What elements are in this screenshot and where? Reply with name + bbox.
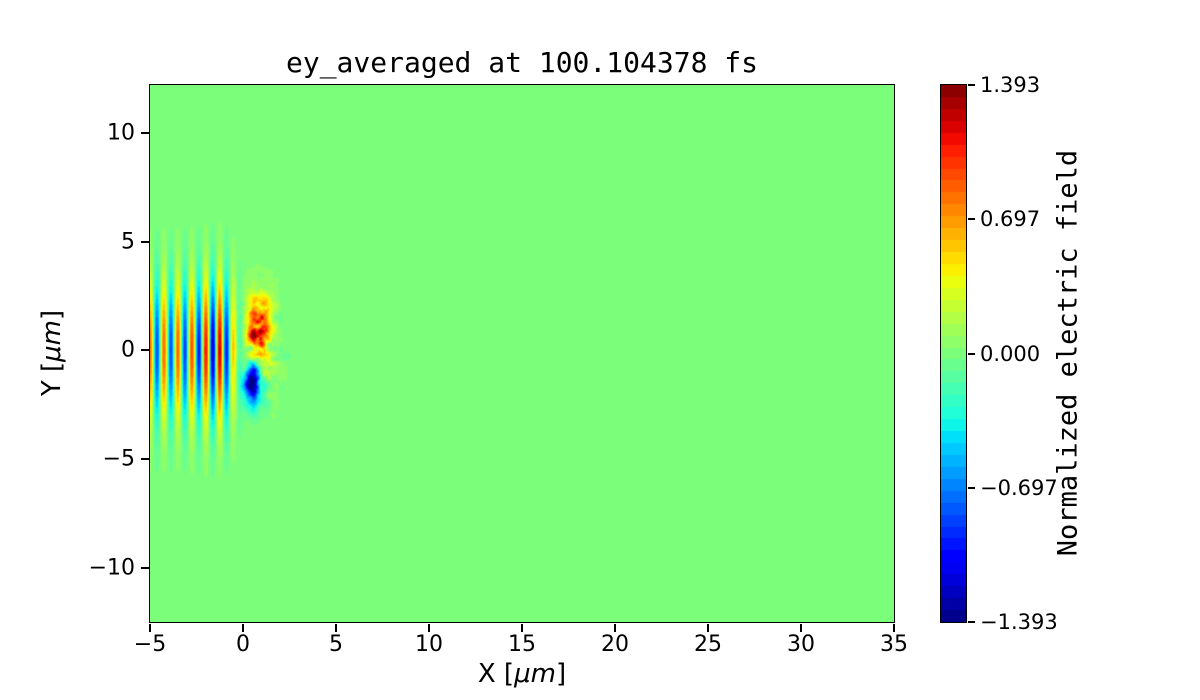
heatmap-canvas: [150, 85, 894, 622]
colorbar-tick-label: −0.697: [980, 475, 1058, 500]
x-tick-label: 25: [694, 632, 722, 657]
x-tick-label: 5: [329, 632, 343, 657]
x-axis-label: X [μm]: [150, 659, 894, 689]
x-tick-label: −5: [133, 632, 167, 657]
x-tick-label: 30: [787, 632, 815, 657]
colorbar: [940, 84, 967, 623]
mu-symbol: μm: [514, 659, 556, 689]
colorbar-canvas: [941, 85, 966, 622]
x-tick-label: 35: [880, 632, 908, 657]
colorbar-tick-label: 0.697: [980, 207, 1041, 232]
colorbar-tick-label: 0.000: [980, 341, 1041, 366]
colorbar-tick: [967, 352, 975, 355]
x-axis-label-text: X [: [477, 659, 515, 689]
x-tick: [521, 623, 523, 632]
y-axis-label-text: Y [: [37, 361, 67, 397]
colorbar-tick-label: −1.393: [980, 610, 1058, 634]
x-tick: [242, 623, 244, 632]
x-tick: [149, 623, 151, 632]
colorbar-tick-label: 1.393: [980, 73, 1041, 97]
x-tick: [893, 623, 895, 632]
y-tick-label: 0: [121, 337, 135, 363]
y-tick: [140, 457, 149, 460]
y-axis-label: Y [μm]: [37, 310, 67, 396]
x-axis-label-close: ]: [555, 659, 567, 689]
y-tick-label: −5: [102, 446, 135, 472]
colorbar-tick: [967, 84, 975, 86]
chart-title: ey_averaged at 100.104378 fs: [285, 46, 758, 79]
x-tick-label: 0: [236, 632, 250, 657]
y-tick: [140, 566, 149, 569]
x-tick: [428, 623, 430, 632]
y-tick: [140, 349, 149, 352]
x-tick-label: 10: [415, 632, 443, 657]
x-tick: [614, 623, 616, 632]
colorbar-tick: [967, 218, 975, 221]
colorbar-tick: [967, 486, 975, 489]
plot-area: [149, 84, 895, 623]
y-tick-label: −10: [88, 555, 135, 581]
x-tick: [335, 623, 337, 632]
y-axis-label-close: ]: [37, 309, 67, 320]
x-tick-label: 15: [508, 632, 536, 657]
x-tick: [800, 623, 802, 632]
x-tick-label: 20: [601, 632, 629, 657]
y-tick: [140, 131, 149, 134]
y-tick-label: 10: [107, 120, 135, 146]
mu-symbol: μm: [37, 319, 67, 362]
x-tick: [707, 623, 709, 632]
colorbar-tick: [967, 621, 975, 623]
colorbar-label: Normalized electric field: [1052, 149, 1084, 557]
y-tick-label: 5: [121, 229, 135, 255]
y-tick: [140, 240, 149, 243]
